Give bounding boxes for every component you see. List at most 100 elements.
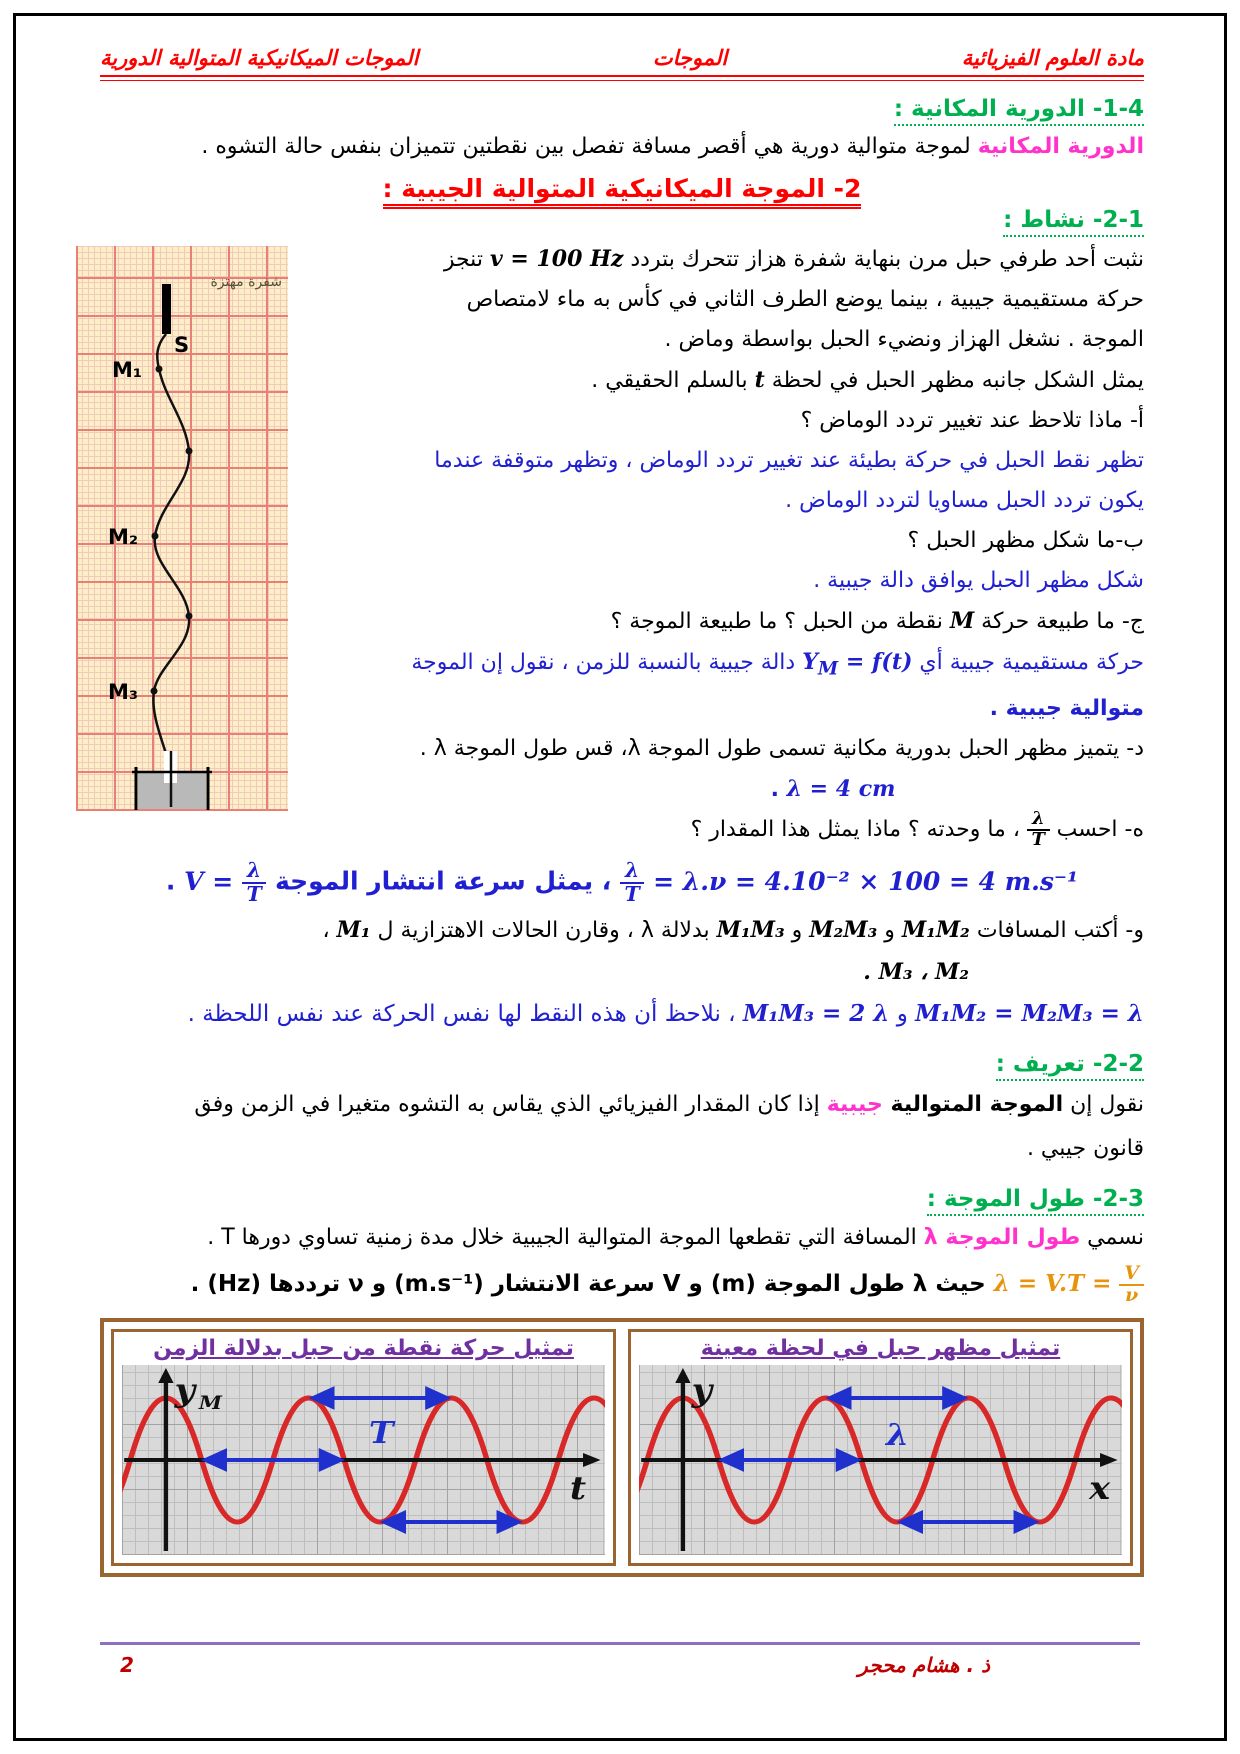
heading-2-3: 2-3- طول الموجة : [100,1186,1144,1217]
header: مادة العلوم الفيزيائية الموجات الموجات ا… [100,46,1144,70]
point-M3-dot [150,687,158,695]
footer-rule [100,1642,1140,1645]
page-content: مادة العلوم الفيزيائية الموجات الموجات ا… [100,46,1144,1578]
answer-a-line-2: يكون تردد الحبل مساويا لتردد الوماض . [785,488,1144,513]
rope-figure: شفرة مهتزة S M₁ M₂ M₃ [76,246,288,811]
activity-line-4: يمثل الشكل جانبه مظهر الحبل في لحظة t با… [312,360,1144,401]
rope-dot [185,447,193,455]
paragraph-1-4: الدورية المكانية لموجة متوالية دورية هي … [100,128,1144,166]
activity-line-1: نثبت أحد طرفي حبل مرن بنهاية شفرة هزاز ت… [312,239,1144,280]
question-d: د- يتميز مظهر الحبل بدورية مكانية تسمى ط… [419,736,1144,762]
paragraph-1-4-text: لموجة متوالية دورية هي أقصر مسافة تفصل ب… [201,134,978,159]
time-graph-box: تمثيل حركة نقطة من حبل بدلالة الزمن [111,1329,616,1567]
activity-line-2: حركة مستقيمية جيبية ، بينما يوضع الطرف ا… [466,287,1144,312]
space-graph-plot: y x λ [639,1365,1122,1556]
question-c-tail: نقطة من الحبل ؟ ما طبيعة الموجة ؟ [610,609,950,634]
answer-a-line-1: تظهر نقط الحبل في حركة بطيئة عند تغيير ت… [434,448,1144,473]
y-axis-label-subscript: M [198,1391,223,1414]
activity-line-1-text: نثبت أحد طرفي حبل مرن بنهاية شفرة هزاز ت… [623,247,1144,272]
heading-2-1: 2-1- نشاط : [100,207,1144,237]
question-f-line-1: و- أكتب المسافات M₁M₂ و M₂M₃ و M₁M₃ بدلا… [322,917,1144,944]
definition-line-1: نقول إن الموجة المتوالية جيبية إذا كان ا… [194,1092,1144,1118]
heading-2-2-text: 2-2- تعريف : [995,1051,1144,1082]
rope-curve [152,333,191,774]
question-b: ب-ما شكل مظهر الحبل ؟ [907,528,1144,553]
heading-2-text: 2- الموجة الميكانيكية المتوالية الجيبية … [382,174,862,209]
wavelength-paragraph: نسمي طول الموجة λ المسافة التي تقطعها ال… [207,1225,1144,1251]
rope-dot [185,612,193,620]
heading-2-3-text: 2-3- طول الموجة : [926,1186,1144,1217]
heading-1-4-text: 1-4- الدورية المكانية : [893,96,1144,126]
ym-symbol: Y [802,649,818,675]
space-graph-title: تمثيل مظهر حبل في لحظة معينة [700,1336,1061,1362]
header-rule [100,75,1144,81]
vibrating-blade [162,284,171,334]
header-lesson: الموجات الميكانيكية المتوالية الدورية [100,46,419,70]
time-graph-title: تمثيل حركة نقطة من حبل بدلالة الزمن [153,1336,574,1362]
ym-equation: = f(t) [838,649,913,675]
lambda-value: λ = 4 cm [786,776,896,803]
wavelength-label: λ [884,1417,909,1452]
answer-c-line-2: متوالية جيبية . [989,696,1144,722]
activity-line-4-text: يمثل الشكل جانبه مظهر الحبل في لحظة [764,368,1144,393]
heading-2: 2- الموجة الميكانيكية المتوالية الجيبية … [100,174,1144,209]
speed-meaning-text: ، يمثل سرعة انتشار الموجة [266,866,620,896]
ym-function-formula: YM = f(t) [802,649,913,679]
page-border-frame [13,13,1227,1741]
x-axis-label: x [1088,1469,1111,1507]
question-e-text: ه- احسب [1049,817,1144,843]
term-sinusoidal: جيبية [826,1092,883,1118]
answer-c-line-1: حركة مستقيمية جيبية أي YM = f(t) دالة جي… [312,642,1144,689]
lambda-period: . [770,777,779,803]
heading-2-2: 2-2- تعريف : [100,1051,1144,1082]
x-axis-arrowhead [1100,1453,1118,1468]
V-equals: V = [184,866,234,896]
question-a: أ- ماذا تلاحظ عند تغيير تردد الوماض ؟ [800,408,1144,433]
y-axis-label: y [174,1371,198,1409]
y-axis-arrowhead [158,1368,174,1384]
heading-2-1-text: 2-1- نشاط : [1003,207,1144,237]
x-axis-label: t [570,1469,587,1507]
point-M1-label: M₁ [112,358,142,382]
point-M3-label: M₃ [108,680,138,704]
page-number: 2 [120,1653,134,1677]
space-graph-svg: y x λ [639,1368,1122,1552]
equality-M1M2-M2M3: M₁M₂ = M₂M₃ = λ [915,1000,1144,1028]
point-M1-dot [155,365,163,373]
heading-1-4: 1-4- الدورية المكانية : [100,96,1144,126]
activity-line-3: الموجة . نشغل الهزاز ونضيء الحبل بواسطة … [664,327,1145,352]
distance-M1M3: M₁M₃ [716,917,785,944]
lambda-value-line: λ = 4 cm . [522,769,1144,810]
point-M1-symbol: M₁ [336,917,371,944]
header-chapter: الموجات [652,46,728,70]
distance-M2M3: M₂M₃ [809,917,878,944]
activity-block: نثبت أحد طرفي حبل مرن بنهاية شفرة هزاز ت… [100,239,1144,850]
question-c: ج- ما طبيعة حركة M نقطة من الحبل ؟ ما طب… [312,601,1144,642]
ym-subscript: M [817,658,839,680]
footer-row: 2 ذ . هشام محجر [100,1653,1140,1677]
question-c-text: ج- ما طبيعة حركة [974,609,1144,634]
instant-symbol: t [754,367,765,393]
vibrating-blade-label: شفرة مهتزة [210,274,282,290]
point-M-symbol: M [949,608,975,634]
distance-M1M2: M₁M₂ [901,917,970,944]
footer: 2 ذ . هشام محجر [100,1642,1140,1677]
time-graph-plot: y M t T [122,1365,605,1556]
frequency-value: v = 100 Hz [489,246,624,272]
source-point-label: S [174,333,189,357]
time-graph-svg: y M t T [122,1368,605,1552]
answer-b: شكل مظهر الحبل يوافق دالة جيبية . [813,568,1144,593]
equality-M1M3: M₁M₃ = 2 λ [742,1000,890,1028]
space-graph-box: تمثيل مظهر حبل في لحظة معينة [628,1329,1133,1567]
activity-line-4-tail: بالسلم الحقيقي . [591,368,755,393]
graphs-container: تمثيل حركة نقطة من حبل بدلالة الزمن [100,1318,1144,1578]
activity-line-1-tail: تنجز [443,247,490,272]
point-M2-dot [151,532,159,540]
point-M2-label: M₂ [108,525,138,549]
question-f-text: و- أكتب المسافات [969,918,1144,944]
